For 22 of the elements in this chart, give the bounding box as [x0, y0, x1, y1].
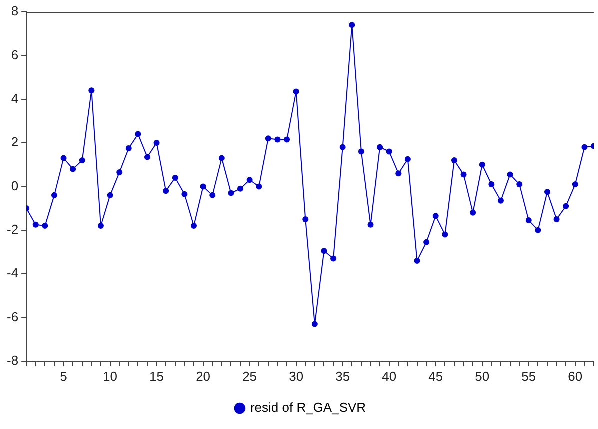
x-tick-label: 60 [568, 368, 583, 384]
x-tick-label: 30 [289, 368, 304, 384]
y-tick-label: -6 [6, 309, 19, 324]
x-tick-label: 35 [336, 368, 350, 384]
x-tick-label: 40 [382, 368, 397, 384]
x-tick-label: 25 [242, 368, 258, 384]
y-tick-label: -4 [6, 266, 19, 281]
x-tick-label: 15 [150, 368, 164, 384]
y-tick-label: 8 [11, 4, 19, 19]
y-tick-label: -2 [6, 222, 19, 237]
y-tick-label: -8 [6, 352, 19, 368]
y-tick-label: 4 [11, 90, 19, 106]
x-tick-label: 5 [60, 368, 68, 384]
x-tick-label: 20 [196, 368, 211, 384]
x-tick-label: 55 [522, 368, 536, 384]
y-tick-label: 6 [11, 47, 19, 62]
legend-label: resid of R_GA_SVR [250, 400, 366, 416]
x-tick-label: 50 [475, 368, 490, 384]
x-tick-label: 10 [103, 368, 118, 384]
y-tick-label: 0 [11, 178, 19, 194]
y-tick-label: 2 [11, 134, 19, 150]
x-tick-label: 45 [428, 368, 444, 384]
